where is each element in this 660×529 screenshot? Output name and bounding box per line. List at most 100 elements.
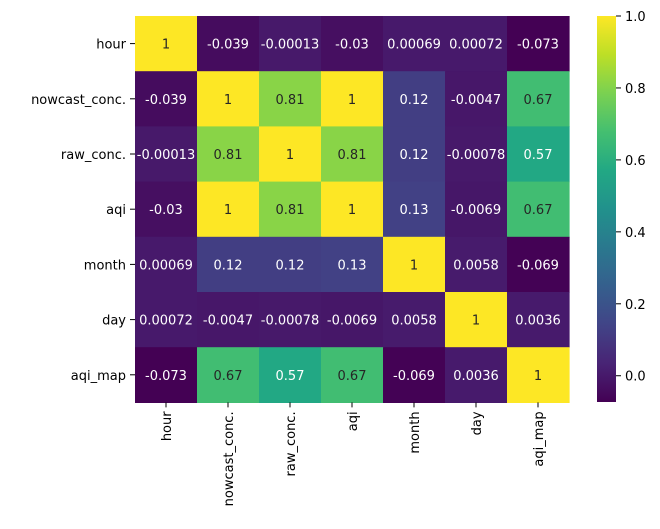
- cell-annotation-r6-c6: 1: [534, 369, 542, 384]
- y-tick-label-3: aqi: [106, 203, 126, 218]
- heatmap-cell-r0-c5: [445, 16, 508, 72]
- cell-annotation-r0-c4: 0.00069: [387, 38, 441, 53]
- heatmap-cell-r4-c3: [321, 236, 384, 293]
- heatmap-cell-r5-c5: [445, 292, 508, 348]
- cell-annotation-r5-c2: -0.00078: [261, 314, 319, 329]
- cell-annotation-r0-c6: -0.073: [517, 38, 559, 53]
- heatmap-cell-r6-c1: [197, 347, 260, 403]
- x-tick-label-4: month: [408, 411, 423, 453]
- cell-annotation-r4-c2: 0.12: [276, 258, 305, 273]
- cell-annotation-r1-c4: 0.12: [400, 93, 429, 108]
- colorbar-tick-label-3: 0.6: [625, 154, 646, 169]
- y-tick-label-6: aqi_map: [71, 369, 126, 384]
- colorbar-tick-label-0: 0.0: [625, 370, 646, 385]
- cell-annotation-r5-c5: 1: [472, 314, 480, 329]
- heatmap-cell-r2-c4: [383, 126, 446, 183]
- y-axis-ticks: hour nowcast_conc. raw_conc.aqi month day aqi…: [31, 38, 135, 384]
- cell-annotation-r4-c5: 0.0058: [453, 258, 499, 273]
- heatmap-cell-r6-c5: [445, 347, 508, 403]
- cell-annotation-r3-c1: 1: [224, 203, 232, 218]
- cell-annotation-r3-c4: 0.13: [400, 203, 429, 218]
- cell-annotation-r4-c6: -0.069: [517, 258, 559, 273]
- colorbar-tick-label-2: 0.4: [625, 226, 646, 241]
- x-axis-ticks: hour nowcast_conc. raw_conc. aqi month day aqi…: [160, 402, 547, 506]
- cell-annotation-r4-c3: 0.13: [338, 258, 367, 273]
- heatmap-cell-r5-c3: [321, 292, 384, 348]
- heatmap-cell-r3-c6: [507, 181, 570, 238]
- x-tick-label-0: hour: [160, 411, 175, 441]
- cell-annotation-r2-c1: 0.81: [214, 148, 243, 163]
- cell-annotation-r1-c1: 1: [224, 93, 232, 108]
- heatmap-cell-r1-c6: [507, 71, 570, 127]
- heatmap-cell-r2-c0: [135, 126, 198, 183]
- cell-annotation-r2-c2: 1: [286, 148, 294, 163]
- cell-annotation-r0-c3: -0.03: [335, 38, 369, 53]
- cell-annotation-r1-c6: 0.67: [524, 93, 553, 108]
- heatmap-cell-r1-c0: [135, 71, 198, 127]
- cell-annotation-r6-c1: 0.67: [214, 369, 243, 384]
- cell-annotation-r4-c1: 0.12: [214, 258, 243, 273]
- heatmap-cell-r4-c2: [259, 236, 322, 293]
- heatmap-cell-r0-c4: [383, 16, 446, 72]
- heatmap-cell-r1-c1: [197, 71, 260, 127]
- cell-annotation-r5-c3: -0.0069: [327, 314, 377, 329]
- heatmap-cell-r3-c0: [135, 181, 198, 238]
- cell-annotation-r5-c6: 0.0036: [515, 314, 561, 329]
- heatmap-cell-r6-c6: [507, 347, 570, 403]
- heatmap-cell-r3-c5: [445, 181, 508, 238]
- heatmap-cell-r4-c1: [197, 236, 260, 293]
- colorbar: 0.0 0.2 0.4 0.6 0.8 1.0: [597, 10, 646, 402]
- cell-annotation-r3-c6: 0.67: [524, 203, 553, 218]
- cell-annotation-r1-c5: -0.0047: [451, 93, 501, 108]
- heatmap-cell-r1-c4: [383, 71, 446, 127]
- cell-annotation-r3-c2: 0.81: [276, 203, 305, 218]
- y-tick-label-2: raw_conc.: [61, 148, 126, 163]
- heatmap-cell-r6-c4: [383, 347, 446, 403]
- heatmap-cell-r2-c5: [445, 126, 508, 183]
- x-tick-label-6: aqi_map: [532, 411, 547, 466]
- cell-annotation-r6-c2: 0.57: [276, 369, 305, 384]
- heatmap-cell-r4-c6: [507, 236, 570, 293]
- cell-annotation-r2-c6: 0.57: [524, 148, 553, 163]
- cell-annotation-r6-c4: -0.069: [393, 369, 435, 384]
- cell-annotation-r1-c3: 1: [348, 93, 356, 108]
- cell-annotation-r5-c0: 0.00072: [139, 314, 193, 329]
- x-tick-label-2: raw_conc.: [284, 411, 299, 476]
- heatmap-cells: [135, 16, 570, 403]
- cell-annotation-r1-c0: -0.039: [145, 93, 187, 108]
- cell-annotation-r2-c5: -0.00078: [447, 148, 505, 163]
- heatmap-cell-r2-c2: [259, 126, 322, 183]
- cell-annotation-r6-c0: -0.073: [145, 369, 187, 384]
- heatmap-cell-r6-c3: [321, 347, 384, 403]
- heatmap-cell-r2-c3: [321, 126, 384, 183]
- colorbar-gradient: [597, 16, 616, 402]
- colorbar-tick-label-5: 1.0: [625, 10, 646, 25]
- x-tick-label-5: day: [470, 411, 485, 435]
- cell-annotation-r6-c5: 0.0036: [453, 369, 499, 384]
- cell-annotation-r2-c0: -0.00013: [137, 148, 195, 163]
- heatmap-cell-r5-c0: [135, 292, 198, 348]
- cell-annotation-r2-c3: 0.81: [338, 148, 367, 163]
- heatmap-cell-r3-c4: [383, 181, 446, 238]
- heatmap-cell-r3-c3: [321, 181, 384, 238]
- heatmap-cell-r5-c1: [197, 292, 260, 348]
- heatmap-cell-r3-c2: [259, 181, 322, 238]
- cell-annotation-r3-c3: 1: [348, 203, 356, 218]
- colorbar-tick-label-4: 0.8: [625, 82, 646, 97]
- cell-annotation-r5-c4: 0.0058: [391, 314, 437, 329]
- y-tick-label-5: day: [102, 314, 126, 329]
- heatmap-cell-r2-c6: [507, 126, 570, 183]
- cell-annotation-r3-c5: -0.0069: [451, 203, 501, 218]
- y-tick-label-1: nowcast_conc.: [31, 93, 126, 108]
- cell-annotation-r0-c5: 0.00072: [449, 38, 503, 53]
- heatmap-cell-r5-c2: [259, 292, 322, 348]
- cell-annotation-r0-c1: -0.039: [207, 38, 249, 53]
- cell-annotation-r2-c4: 0.12: [400, 148, 429, 163]
- cell-annotation-r3-c0: -0.03: [149, 203, 183, 218]
- cell-annotation-r0-c0: 1: [162, 38, 170, 53]
- heatmap-cell-r1-c2: [259, 71, 322, 127]
- heatmap-annotations: 1 -0.039 -0.00013 -0.03 0.00069 0.00072 -0.073…: [137, 38, 561, 384]
- colorbar-tick-label-1: 0.2: [625, 298, 646, 313]
- heatmap-cell-r4-c0: [135, 236, 198, 293]
